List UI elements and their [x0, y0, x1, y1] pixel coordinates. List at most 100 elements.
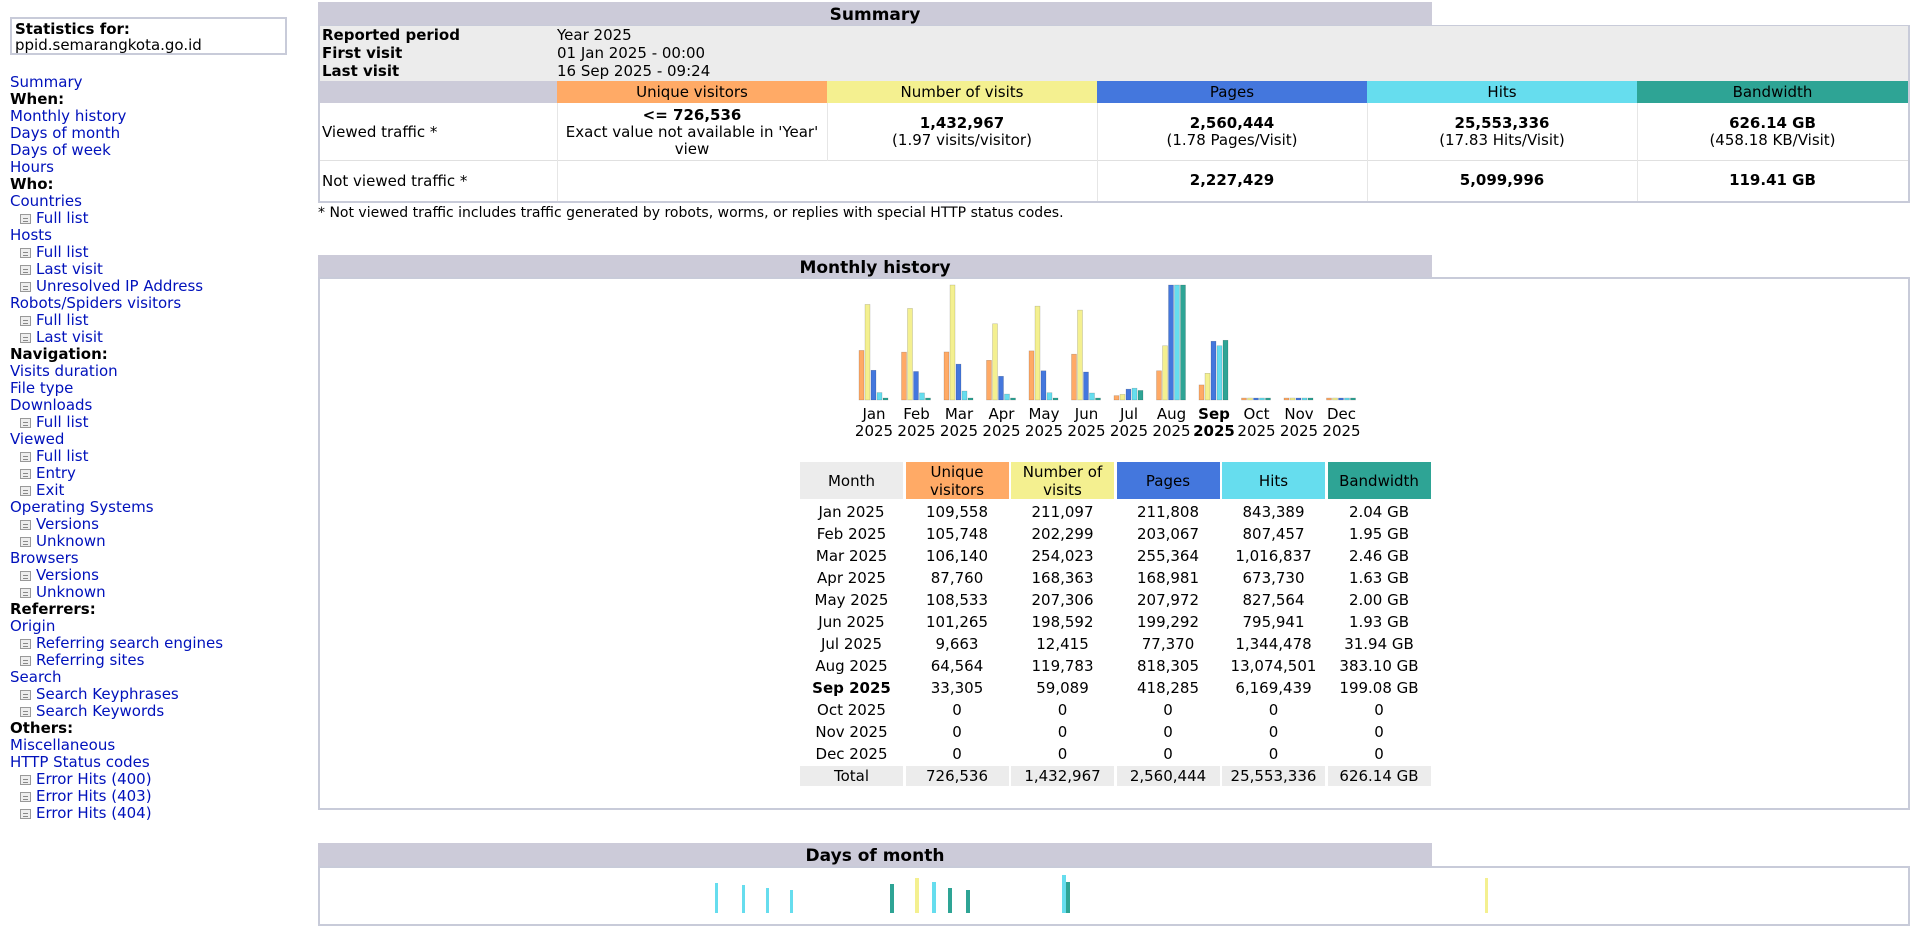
menu-link-exit[interactable]: Exit	[36, 481, 65, 499]
menu-item-operating-systems: Operating Systems	[10, 499, 300, 516]
monthly-col-pages: Pages	[1116, 462, 1220, 499]
first-visit-label: First visit	[322, 44, 403, 62]
col-bandwidth: Bandwidth	[1637, 81, 1908, 103]
menu-link-search-keywords[interactable]: Search Keywords	[36, 702, 165, 720]
menu-item-versions: Versions	[10, 516, 300, 533]
bar-feb-visits	[907, 308, 913, 401]
year-label: 2025	[940, 422, 978, 440]
monthly-cell-unique: 64,564	[930, 657, 984, 675]
list-icon	[20, 214, 31, 224]
menu-link-unknown[interactable]: Unknown	[36, 583, 106, 601]
monthly-cell-month: Sep 2025	[812, 679, 891, 697]
menu-link-versions[interactable]: Versions	[36, 566, 99, 584]
menu-link-operating-systems[interactable]: Operating Systems	[10, 498, 154, 516]
dom-bar	[790, 890, 793, 913]
bar-dec-visits	[1332, 397, 1338, 401]
menu-link-search-keyphrases[interactable]: Search Keyphrases	[36, 685, 179, 703]
monthly-cell-pages: 818,305	[1136, 657, 1200, 675]
monthly-cell-unique: 0	[952, 723, 962, 741]
monthly-cell-pages: 203,067	[1136, 525, 1200, 543]
monthly-history-chart: Jan2025Feb2025Mar2025Apr2025May2025Jun20…	[855, 284, 1361, 440]
first-visit-value: 01 Jan 2025 - 00:00	[557, 44, 706, 62]
monthly-total-visits: 1,432,967	[1011, 766, 1114, 786]
menu-link-full-list[interactable]: Full list	[36, 413, 89, 431]
monthly-cell-hits: 1,344,478	[1235, 635, 1312, 653]
not-viewed-label: Not viewed traffic *	[322, 172, 468, 190]
year-label: 2025	[1193, 422, 1235, 440]
menu-link-full-list[interactable]: Full list	[36, 243, 89, 261]
year-label: 2025	[1110, 422, 1148, 440]
menu-link-monthly-history[interactable]: Monthly history	[10, 107, 127, 125]
bar-jun-pages	[1083, 371, 1089, 401]
menu-link-last-visit[interactable]: Last visit	[36, 328, 103, 346]
menu-link-error-hits-403[interactable]: Error Hits (403)	[36, 787, 152, 805]
menu-link-error-hits-404[interactable]: Error Hits (404)	[36, 804, 152, 822]
dom-bar	[948, 888, 952, 913]
menu-link-referring-sites[interactable]: Referring sites	[36, 651, 145, 669]
menu-link-browsers[interactable]: Browsers	[10, 549, 79, 567]
menu-item-referring-sites: Referring sites	[10, 652, 300, 669]
bar-apr-unique	[986, 360, 992, 401]
menu-section-referrers: Referrers:	[10, 600, 96, 618]
monthly-cell-hits: 0	[1268, 723, 1279, 741]
menu-link-full-list[interactable]: Full list	[36, 209, 89, 227]
year-label: 2025	[855, 422, 893, 440]
viewed-pages: 2,560,444	[1189, 114, 1275, 132]
menu-item-visits-duration: Visits duration	[10, 363, 300, 380]
menu-link-robots-spiders-visitors[interactable]: Robots/Spiders visitors	[10, 294, 182, 312]
menu-link-hosts[interactable]: Hosts	[10, 226, 52, 244]
menu-link-visits-duration[interactable]: Visits duration	[10, 362, 118, 380]
days-of-month-title: Days of month	[318, 843, 1432, 868]
monthly-cell-bandwidth: 1.63 GB	[1348, 569, 1410, 587]
menu-link-hours[interactable]: Hours	[10, 158, 54, 176]
menu-section-others: Others:	[10, 719, 74, 737]
bar-aug-hits	[1174, 284, 1180, 401]
list-icon	[20, 316, 31, 326]
monthly-cell-pages: 0	[1163, 745, 1173, 763]
bar-mar-visits	[949, 284, 956, 401]
list-icon	[20, 656, 31, 666]
monthly-cell-visits: 0	[1057, 745, 1068, 763]
menu-link-http-status-codes[interactable]: HTTP Status codes	[10, 753, 150, 771]
monthly-cell-pages: 0	[1163, 701, 1173, 719]
viewed-unique-note: Exact value not available in 'Year' view	[565, 123, 819, 158]
menu-link-days-of-week[interactable]: Days of week	[10, 141, 111, 159]
col-sep	[1097, 103, 1098, 201]
menu-item-error-hits-403: Error Hits (403)	[10, 788, 300, 805]
bar-sep-bandwidth	[1222, 339, 1229, 401]
bar-jul-hits	[1131, 387, 1138, 401]
menu-link-unknown[interactable]: Unknown	[36, 532, 106, 550]
menu-link-summary[interactable]: Summary	[10, 73, 83, 91]
month-label-nov: Nov	[1284, 405, 1313, 423]
menu-link-entry[interactable]: Entry	[36, 464, 76, 482]
menu-link-last-visit[interactable]: Last visit	[36, 260, 103, 278]
monthly-cell-pages: 418,285	[1136, 679, 1200, 697]
menu-item-referring-search-engines: Referring search engines	[10, 635, 300, 652]
statistics-for-box: Statistics for: ppid.semarangkota.go.id	[10, 17, 287, 55]
menu-link-error-hits-400[interactable]: Error Hits (400)	[36, 770, 152, 788]
menu-link-origin[interactable]: Origin	[10, 617, 56, 635]
menu-link-miscellaneous[interactable]: Miscellaneous	[10, 736, 116, 754]
days-of-month-chart-partial	[715, 875, 1488, 913]
menu-link-full-list[interactable]: Full list	[36, 447, 89, 465]
menu-link-referring-search-engines[interactable]: Referring search engines	[36, 634, 224, 652]
menu-item-full-list: Full list	[10, 312, 300, 329]
menu-link-full-list[interactable]: Full list	[36, 311, 89, 329]
bar-may-visits	[1034, 305, 1041, 401]
monthly-cell-unique: 101,265	[925, 613, 989, 631]
menu-link-file-type[interactable]: File type	[10, 379, 74, 397]
menu-link-viewed[interactable]: Viewed	[10, 430, 65, 448]
bar-oct-visits	[1247, 397, 1253, 401]
list-icon	[20, 418, 31, 428]
menu-link-search[interactable]: Search	[10, 668, 62, 686]
monthly-cell-visits: 168,363	[1031, 569, 1094, 587]
menu-link-versions[interactable]: Versions	[36, 515, 99, 533]
menu-link-unresolved-ip-address[interactable]: Unresolved IP Address	[36, 277, 204, 295]
bar-jan-visits	[864, 304, 871, 401]
menu-link-days-of-month[interactable]: Days of month	[10, 124, 121, 142]
viewed-bandwidth-sub: (458.18 KB/Visit)	[1709, 131, 1836, 149]
bar-sep-visits	[1204, 372, 1211, 401]
dom-bar	[1485, 878, 1488, 913]
menu-link-countries[interactable]: Countries	[10, 192, 82, 210]
menu-link-downloads[interactable]: Downloads	[10, 396, 93, 414]
